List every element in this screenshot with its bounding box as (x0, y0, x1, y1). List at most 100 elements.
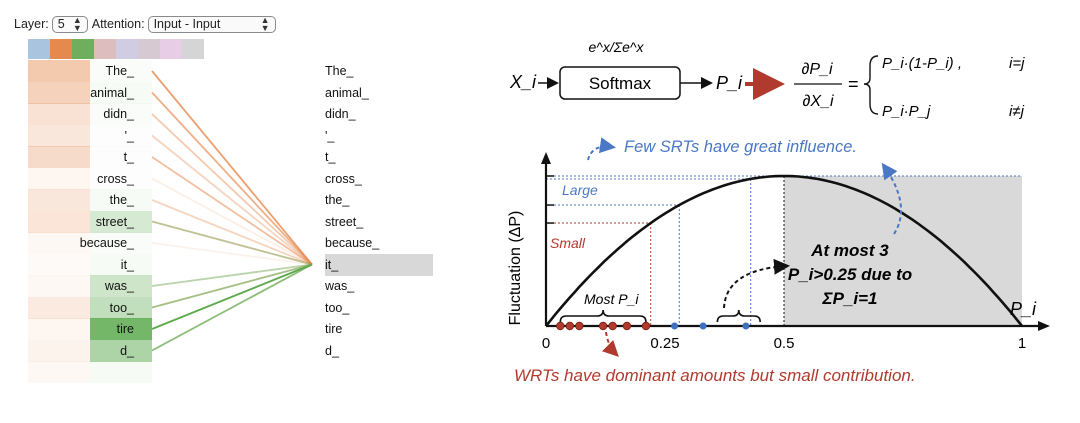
left-token[interactable]: tire (116, 322, 134, 336)
attention-line-orange (151, 242, 313, 266)
attention-cell (28, 275, 90, 297)
attention-cell (28, 232, 90, 254)
wrt-point (608, 321, 617, 331)
attention-line-orange (151, 134, 313, 266)
head-swatch[interactable] (28, 39, 50, 59)
small-label: Small (550, 235, 586, 251)
left-token[interactable]: The_ (105, 64, 135, 78)
wrt-point (622, 321, 632, 331)
x-axis-label: P_i (1010, 299, 1037, 319)
right-token[interactable]: the_ (325, 193, 350, 207)
head-swatch[interactable] (182, 39, 204, 59)
attention-select[interactable]: Input - Input ▲ ▼ (147, 15, 276, 33)
attention-cell (28, 81, 90, 104)
layer-select[interactable]: 5 ▲ ▼ (51, 15, 88, 33)
case1-condition: i=j (1009, 55, 1025, 72)
right-token[interactable]: d_ (325, 343, 339, 358)
left-token[interactable]: didn_ (103, 107, 134, 121)
y-axis-label: Fluctuation (ΔP) (507, 211, 524, 326)
wrt-point (556, 321, 565, 331)
left-token[interactable]: animal_ (90, 85, 134, 100)
y-axis-arrow (541, 152, 551, 164)
attention-cell (28, 146, 90, 168)
selected-token[interactable]: it_ (325, 253, 433, 276)
attention-line-orange (151, 177, 313, 266)
x-tick-label: 0 (542, 335, 550, 352)
controls-bar: Layer: 5 ▲ ▼ Attention: Input - Input ▲ ▼ (14, 13, 280, 35)
right-token[interactable]: t_ (325, 150, 336, 164)
left-token[interactable]: too_ (109, 300, 134, 315)
case2-expression: P_i·P_j (882, 103, 931, 120)
at-most-line1: At most 3 (810, 241, 889, 260)
attention-cell (90, 253, 152, 276)
attention-cell (90, 189, 152, 211)
left-token[interactable]: d_ (120, 343, 134, 358)
right-token[interactable]: '_ (325, 128, 335, 143)
shaded-region (784, 176, 1022, 326)
attention-cell (28, 210, 90, 233)
x-axis-arrow (1038, 321, 1050, 331)
attention-line-orange (151, 199, 313, 266)
head-swatch[interactable] (138, 39, 160, 59)
attention-cell (28, 189, 90, 211)
softmax-diagram: e^x/Σe^x X_i Softmax P_i ∂P_i ∂X_i = P_i… (507, 39, 1050, 385)
head-swatch[interactable] (72, 39, 94, 59)
left-token[interactable]: because_ (79, 236, 134, 250)
most-pi-label: Most P_i (584, 291, 639, 307)
attention-lines (151, 70, 313, 352)
attention-cell (28, 296, 90, 319)
right-token[interactable]: cross_ (325, 171, 362, 186)
wrt-point (575, 321, 584, 331)
right-token[interactable]: tire (325, 322, 343, 336)
head-swatch[interactable] (50, 39, 72, 59)
head-swatches (28, 39, 204, 59)
attention-line-orange (151, 113, 313, 266)
right-token[interactable]: street_ (325, 214, 364, 229)
x-tick-label: 0.25 (650, 335, 679, 352)
attention-cell (28, 60, 90, 82)
attention-cell (90, 275, 152, 297)
x-tick-label: 0.5 (774, 335, 795, 352)
attention-line-orange (151, 91, 313, 266)
head-swatch[interactable] (94, 39, 116, 59)
attention-cell (28, 103, 90, 125)
wrt-arrow (601, 331, 619, 357)
attention-line-orange (151, 156, 313, 266)
left-token[interactable]: '_ (124, 128, 134, 143)
x-tick-label: 1 (1018, 335, 1026, 352)
attention-label: Attention: (91, 17, 145, 31)
x-input-label: X_i (509, 72, 537, 92)
case1-expression: P_i·(1-P_i) , (882, 55, 962, 72)
head-swatch[interactable] (160, 39, 182, 59)
attention-cell (28, 361, 90, 383)
updown-icon: ▲ ▼ (72, 15, 82, 33)
right-token[interactable]: animal_ (325, 85, 369, 100)
at-most-line3: ΣP_i=1 (822, 289, 878, 308)
attention-line-green (151, 263, 313, 330)
attention-cell (28, 253, 90, 276)
right-token[interactable]: was_ (325, 279, 355, 293)
left-token[interactable]: street_ (95, 214, 134, 229)
head-swatch[interactable] (116, 39, 138, 59)
attention-cell (90, 296, 152, 319)
brace (716, 309, 761, 323)
right-token[interactable]: because_ (325, 236, 380, 250)
left-token[interactable]: it_ (120, 257, 134, 272)
left-token[interactable]: cross_ (97, 171, 134, 186)
few-srt-arrow-right (881, 162, 902, 235)
left-token[interactable]: was_ (104, 279, 134, 293)
right-token[interactable]: too_ (325, 300, 350, 315)
p-output-label: P_i (716, 73, 743, 93)
layer-value: 5 (57, 17, 65, 31)
left-token[interactable]: t_ (123, 150, 134, 164)
few-srt-annotation: Few SRTs have great influence. (624, 138, 857, 156)
attention-line-orange (151, 263, 313, 287)
right-token[interactable]: didn_ (325, 107, 356, 121)
attention-cell (90, 81, 152, 104)
right-token[interactable]: The_ (325, 64, 354, 78)
few-srt-arrow-left (587, 137, 616, 161)
left-token[interactable]: the_ (109, 193, 134, 207)
attention-cell (90, 210, 152, 233)
at-most-line2: P_i>0.25 due to (788, 265, 912, 284)
attention-line-green (151, 263, 313, 352)
